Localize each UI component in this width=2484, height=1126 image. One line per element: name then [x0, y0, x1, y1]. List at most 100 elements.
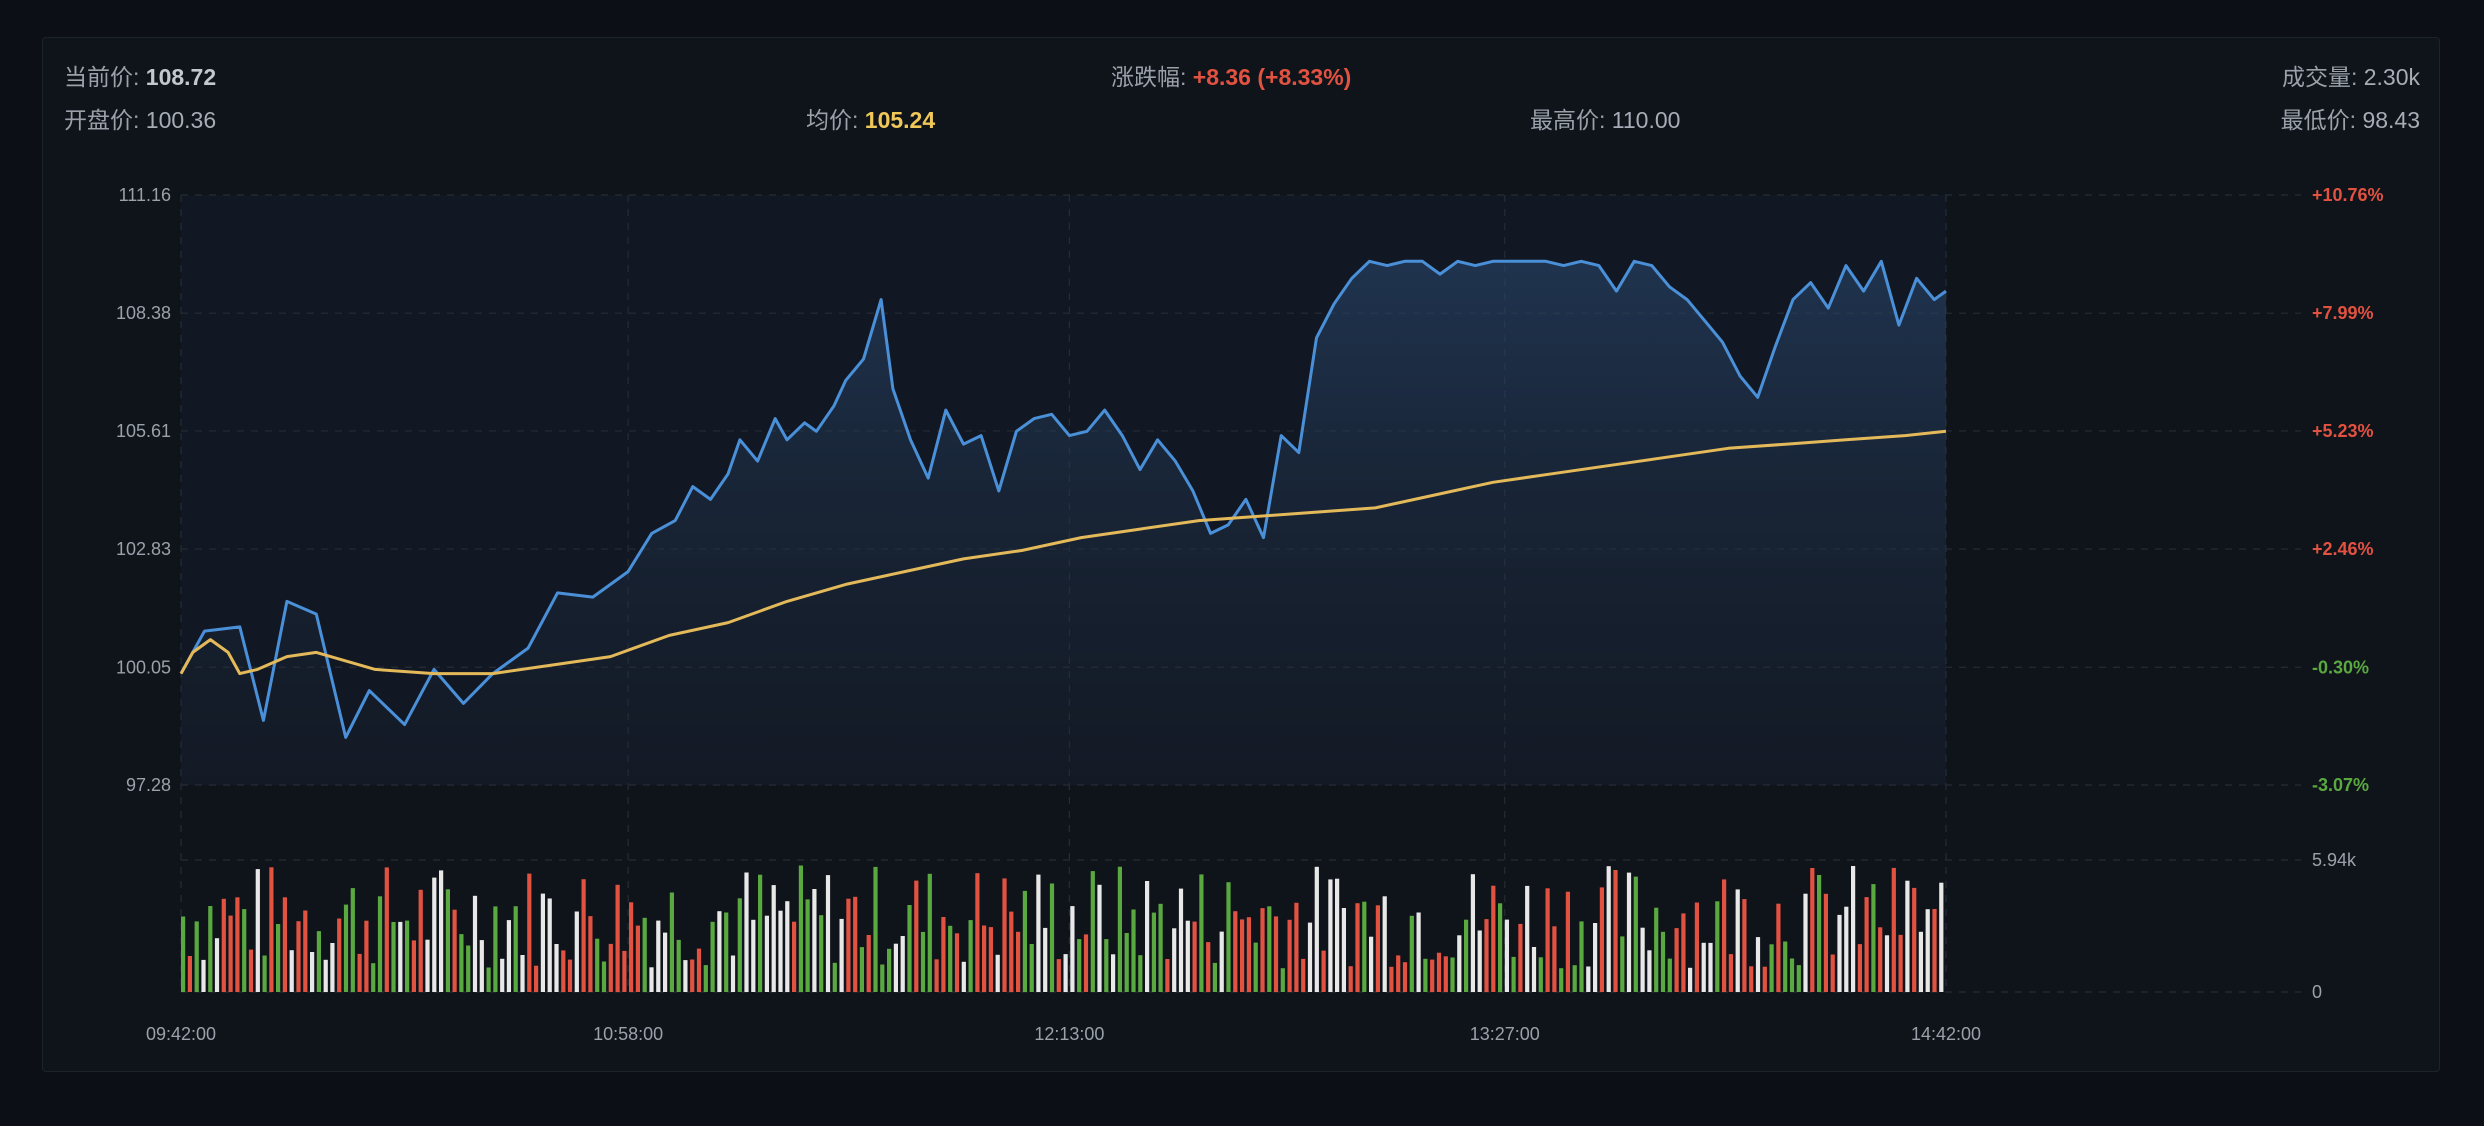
high-price-label: 最高价: [1530, 107, 1612, 133]
volume-bar [398, 921, 403, 992]
volume-bar [1443, 956, 1448, 992]
volume-bar [1755, 937, 1761, 992]
volume-bar [1498, 903, 1503, 992]
volume-bar [1219, 931, 1224, 992]
volume-bar [1287, 919, 1292, 992]
volume-bar [1348, 966, 1353, 992]
volume-bar [1783, 941, 1788, 992]
volume-tick-label: 0 [2312, 982, 2322, 1002]
volume-bar [343, 904, 349, 992]
volume-bar [642, 917, 647, 992]
volume-bar [751, 919, 756, 992]
volume-bar [961, 961, 966, 992]
volume-bar [744, 872, 749, 992]
volume-bar [1294, 902, 1299, 992]
volume-bar [1362, 901, 1367, 992]
y-tick-label: 111.16 [119, 185, 171, 205]
volume-bar [384, 867, 389, 992]
volume-bar [357, 953, 362, 992]
volume-bar [262, 955, 267, 992]
volume-bar [1552, 926, 1557, 992]
volume-bar [1240, 919, 1245, 992]
volume-bar [1599, 887, 1605, 992]
x-tick-label: 13:27:00 [1470, 1024, 1540, 1044]
volume-bar [425, 939, 430, 992]
volume-bar [439, 870, 444, 992]
volume-bar [1430, 959, 1435, 992]
volume-bar [1688, 967, 1693, 992]
volume-bar [181, 916, 186, 992]
volume-bar [1762, 966, 1767, 992]
volume-bar [228, 915, 233, 992]
volume-bar [1884, 935, 1890, 992]
volume-bar [880, 964, 885, 992]
volume-bar [1009, 911, 1014, 992]
volume-bar [1267, 906, 1272, 992]
volume-bar [893, 943, 899, 992]
volume-bar [1341, 908, 1347, 992]
volume-bar [493, 906, 498, 992]
volume-bar [1871, 884, 1876, 992]
volume-bar [1559, 968, 1564, 992]
volume-bar [1844, 906, 1849, 992]
volume-bar [520, 955, 525, 992]
volume-bar [710, 921, 715, 992]
low-price-value: 98.43 [2362, 107, 2420, 133]
volume-bar [574, 911, 579, 992]
volume-bar [1253, 942, 1258, 992]
low-price-label: 最低价: [2280, 107, 2363, 133]
volume-bar [1049, 883, 1055, 992]
volume-bar [629, 902, 634, 992]
volume-bar [696, 948, 702, 992]
pct-tick-label: +5.23% [2312, 421, 2374, 441]
volume-bar [1063, 954, 1068, 992]
volume-bar [1572, 965, 1577, 992]
volume-bar [1579, 921, 1584, 992]
volume-bar [330, 943, 335, 992]
volume-bar [567, 959, 573, 992]
volume-bar [1029, 944, 1034, 992]
volume-bar [1593, 923, 1598, 992]
volume-label: 成交量: [2281, 64, 2364, 90]
volume-bar [683, 960, 688, 992]
volume-bar [1701, 942, 1706, 992]
average-price-line [179, 429, 1947, 676]
volume-bar [248, 949, 254, 992]
average-price-label: 均价: [806, 107, 865, 133]
volume-bar [1626, 872, 1632, 992]
volume-bar [853, 896, 858, 992]
volume-bar [506, 920, 512, 992]
volume-bar [1837, 914, 1842, 992]
price-line [179, 259, 1947, 739]
volume-bar [1518, 923, 1523, 992]
volume-bar [364, 920, 369, 992]
volume-bar [1450, 957, 1455, 992]
pct-tick-label: +7.99% [2312, 303, 2374, 323]
volume-bar [1939, 882, 1944, 992]
price-change-value: +8.36 (+8.33%) [1192, 64, 1352, 90]
volume-bar [1633, 876, 1638, 992]
volume-bar [187, 956, 193, 992]
volume-bar [1898, 934, 1903, 992]
volume-bar [1117, 866, 1123, 992]
volume-bar [1504, 919, 1510, 992]
volume-bar [1158, 903, 1163, 992]
open-price: 开盘价: 100.36 [64, 101, 216, 135]
volume-bar [1742, 899, 1747, 992]
volume-bar [778, 910, 783, 992]
volume-bar [1022, 890, 1028, 992]
volume-bar [859, 947, 865, 992]
volume-bar [1464, 919, 1469, 992]
volume: 成交量: 2.30k [2282, 58, 2420, 92]
volume-bar [1212, 962, 1218, 992]
volume-bar [730, 955, 736, 992]
volume-bar [1545, 888, 1550, 992]
volume-bar [1925, 909, 1930, 992]
volume-bar [1932, 909, 1937, 992]
volume-bar [242, 909, 247, 992]
volume-bar [1918, 931, 1924, 992]
volume-bar [1735, 889, 1740, 992]
y-tick-label: 100.05 [116, 657, 171, 677]
average-price: 均价: 105.24 [806, 101, 935, 135]
